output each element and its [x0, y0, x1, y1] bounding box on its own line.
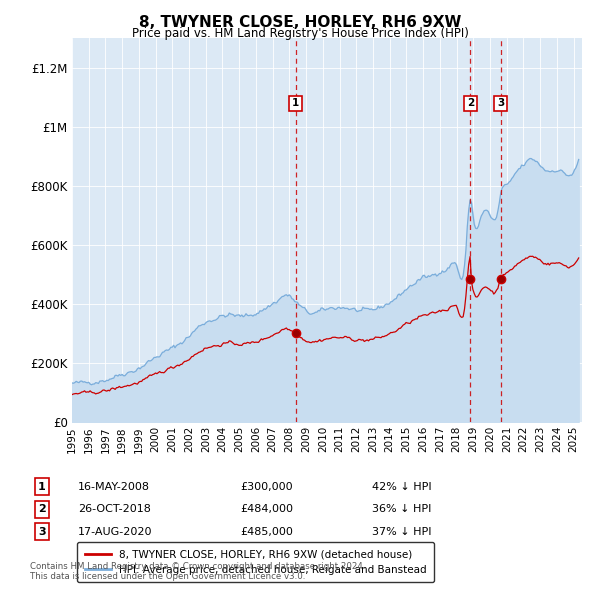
Text: £300,000: £300,000: [240, 482, 293, 491]
Text: 2: 2: [467, 99, 474, 108]
Text: 16-MAY-2008: 16-MAY-2008: [78, 482, 150, 491]
Text: 17-AUG-2020: 17-AUG-2020: [78, 527, 152, 536]
Text: 42% ↓ HPI: 42% ↓ HPI: [372, 482, 431, 491]
Text: 37% ↓ HPI: 37% ↓ HPI: [372, 527, 431, 536]
Text: 1: 1: [38, 482, 46, 491]
Text: Price paid vs. HM Land Registry's House Price Index (HPI): Price paid vs. HM Land Registry's House …: [131, 27, 469, 40]
Text: £485,000: £485,000: [240, 527, 293, 536]
Text: Contains HM Land Registry data © Crown copyright and database right 2024.
This d: Contains HM Land Registry data © Crown c…: [30, 562, 365, 581]
Text: 8, TWYNER CLOSE, HORLEY, RH6 9XW: 8, TWYNER CLOSE, HORLEY, RH6 9XW: [139, 15, 461, 30]
Text: 1: 1: [292, 99, 299, 108]
Text: 3: 3: [38, 527, 46, 536]
Text: 26-OCT-2018: 26-OCT-2018: [78, 504, 151, 514]
Text: 36% ↓ HPI: 36% ↓ HPI: [372, 504, 431, 514]
Legend: 8, TWYNER CLOSE, HORLEY, RH6 9XW (detached house), HPI: Average price, detached : 8, TWYNER CLOSE, HORLEY, RH6 9XW (detach…: [77, 542, 434, 582]
Text: 3: 3: [497, 99, 504, 108]
Text: 2: 2: [38, 504, 46, 514]
Text: £484,000: £484,000: [240, 504, 293, 514]
